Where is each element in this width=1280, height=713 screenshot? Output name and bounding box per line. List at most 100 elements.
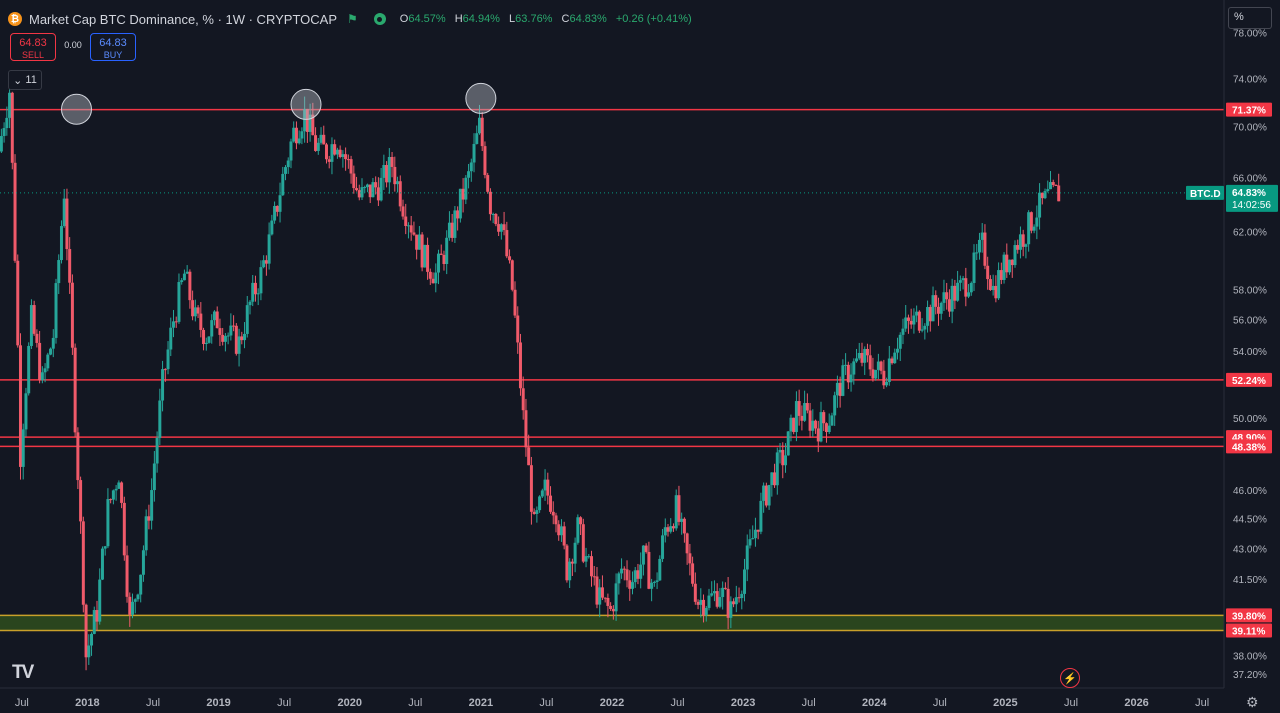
candle-body [797, 401, 801, 416]
gear-icon[interactable]: ⚙ [1246, 694, 1259, 710]
flag-icon[interactable]: ⚑ [347, 12, 358, 26]
candle-body [669, 526, 673, 532]
candle-body [986, 265, 990, 280]
candle-body [453, 210, 457, 238]
candle-body [120, 482, 124, 503]
candle-body [527, 447, 531, 466]
candle-body [338, 149, 342, 157]
candle-body [658, 558, 662, 581]
candle-body [188, 271, 192, 301]
candle-body [639, 564, 643, 579]
candle-body [54, 283, 58, 338]
candle-body [893, 352, 897, 364]
candle-body [964, 278, 968, 297]
candle-body [379, 177, 383, 201]
candle-body [333, 144, 337, 155]
sell-button[interactable]: 64.83 SELL [10, 33, 56, 61]
collapse-indicators-button[interactable]: ⌄ 11 [8, 70, 42, 90]
candle-body [805, 403, 809, 411]
candle-body [898, 334, 902, 349]
candle-body [939, 302, 943, 314]
candle-body [139, 574, 143, 595]
candle-body [702, 599, 706, 616]
x-tick-label: 2022 [600, 697, 624, 709]
visibility-icon[interactable] [373, 13, 386, 25]
candle-body [32, 305, 36, 334]
scale-mode-button[interactable]: % [1228, 7, 1272, 29]
candle-body [936, 306, 940, 314]
lightning-icon[interactable]: ⚡ [1060, 668, 1080, 688]
x-tick-label: Jul [933, 697, 947, 709]
candle-body [286, 160, 290, 168]
candle-body [764, 485, 768, 506]
candle-body [505, 230, 509, 257]
candle-body [24, 393, 28, 430]
candle-body [357, 190, 361, 198]
candle-body [303, 108, 307, 132]
candle-body [223, 336, 227, 342]
candle-body [27, 345, 31, 394]
candle-body [756, 529, 760, 532]
current-price-value: 64.83% [1232, 188, 1266, 199]
candle-body [540, 490, 544, 497]
candle-body [73, 347, 77, 433]
candle-body [852, 361, 856, 375]
candle-body [931, 295, 935, 322]
chart-title[interactable]: Market Cap BTC Dominance, % · 1W · CRYPT… [29, 11, 337, 27]
candle-body [90, 633, 94, 646]
candle-body [363, 187, 367, 189]
candle-body [767, 485, 771, 506]
candle-body [923, 325, 927, 330]
candle-body [1054, 184, 1058, 186]
candle-body [308, 114, 312, 132]
candle-body [305, 108, 309, 132]
candle-body [2, 128, 6, 137]
candle-body [204, 342, 208, 345]
candle-body [182, 273, 186, 281]
candle-body [18, 345, 22, 467]
ohlc-values: O64.57% H64.94% L63.76% C64.83% +0.26 (+… [399, 13, 692, 25]
candle-body [792, 417, 796, 433]
candle-body [814, 420, 818, 429]
candle-body [43, 368, 47, 373]
candle-body [81, 521, 85, 605]
candle-body [100, 548, 104, 580]
y-tick-label: 66.00% [1233, 173, 1267, 184]
buy-button[interactable]: 64.83 BUY [90, 33, 136, 61]
candle-body [920, 329, 924, 331]
candle-body [579, 517, 583, 525]
y-tick-label: 58.00% [1233, 285, 1267, 296]
tradingview-logo-icon[interactable]: TV [12, 662, 34, 683]
candle-body [240, 336, 244, 341]
candle-body [502, 224, 506, 231]
candle-body [849, 374, 853, 383]
candle-body [876, 361, 880, 370]
candle-body [745, 545, 749, 570]
candle-body [538, 496, 542, 511]
candle-body [833, 395, 837, 416]
candle-body [1021, 234, 1025, 247]
candle-body [21, 429, 25, 467]
y-tick-label: 43.00% [1233, 544, 1267, 555]
candle-body [327, 159, 331, 162]
candle-body [191, 300, 195, 317]
candle-body [128, 596, 132, 615]
candle-body [294, 127, 298, 144]
candle-body [76, 432, 80, 481]
candle-body [278, 195, 282, 212]
candle-body [693, 583, 697, 602]
candle-body [518, 342, 522, 389]
level-tag: 52.24% [1232, 376, 1266, 387]
candle-body [13, 162, 17, 261]
candle-body [909, 320, 913, 325]
candle-body [420, 234, 424, 268]
symbol-tag-bg [1186, 185, 1224, 200]
candle-body [983, 232, 987, 266]
x-tick-label: Jul [15, 697, 29, 709]
candle-body [404, 216, 408, 226]
candle-body [273, 205, 277, 221]
candle-body [406, 225, 410, 227]
candle-body [611, 608, 615, 612]
candle-body [917, 311, 921, 331]
